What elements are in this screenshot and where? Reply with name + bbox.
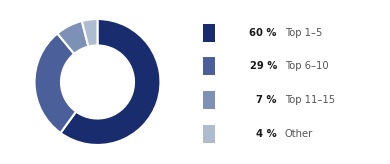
Text: 60 %: 60 % — [249, 28, 277, 38]
Wedge shape — [35, 33, 76, 133]
Text: Top 11–15: Top 11–15 — [285, 95, 335, 105]
Text: Top 1–5: Top 1–5 — [285, 28, 322, 38]
Wedge shape — [57, 21, 89, 54]
Wedge shape — [82, 19, 98, 47]
Bar — [203, 24, 215, 42]
Bar — [203, 57, 215, 75]
Text: Other: Other — [285, 129, 313, 139]
Bar — [203, 91, 215, 109]
Bar — [203, 125, 215, 143]
Text: 4 %: 4 % — [256, 129, 277, 139]
Text: 29 %: 29 % — [250, 62, 277, 71]
Wedge shape — [60, 19, 160, 145]
Text: 7 %: 7 % — [256, 95, 277, 105]
Text: Top 6–10: Top 6–10 — [285, 62, 328, 71]
